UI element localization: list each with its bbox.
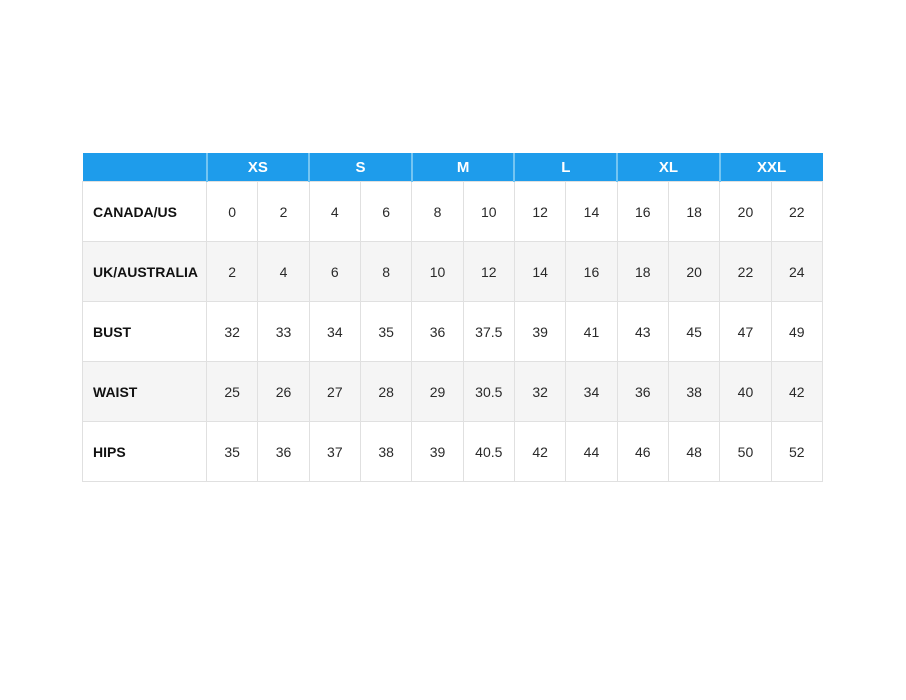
- value-cell: 12: [462, 241, 515, 302]
- value-cell: 37: [308, 421, 361, 482]
- value-cell: 33: [257, 301, 310, 362]
- value-cell: 4: [257, 241, 310, 302]
- value-cell: 12: [513, 181, 567, 242]
- table-row-hips: HIPS 35 36 37 38 39 40.5 42 44 46 48 50 52: [82, 421, 824, 482]
- value-cell: 45: [667, 301, 721, 362]
- table-row-uk-australia: UK/AUSTRALIA 2 4 6 8 10 12 14 16 18 20 22 24: [82, 241, 824, 302]
- size-chart-table: XS S M L XL XXL CANADA/US 0 2 4 6 8 10 12 14 16 18 20 22 U…: [82, 153, 824, 482]
- value-cell: 4: [308, 181, 361, 242]
- value-cell: 20: [719, 181, 772, 242]
- value-cell: 50: [719, 421, 772, 482]
- row-label-uk-australia: UK/AUSTRALIA: [82, 241, 207, 302]
- size-header-m: M: [410, 153, 515, 182]
- value-cell: 18: [667, 181, 721, 242]
- value-cell: 34: [565, 361, 618, 422]
- value-cell: 2: [257, 181, 310, 242]
- row-label-waist: WAIST: [82, 361, 207, 422]
- value-cell: 41: [565, 301, 618, 362]
- value-cell: 36: [411, 301, 464, 362]
- value-cell: 30.5: [462, 361, 515, 422]
- value-cell: 14: [565, 181, 618, 242]
- table-row-bust: BUST 32 33 34 35 36 37.5 39 41 43 45 47 49: [82, 301, 824, 362]
- size-header-s: S: [308, 153, 412, 182]
- value-cell: 2: [205, 241, 259, 302]
- value-cell: 0: [205, 181, 259, 242]
- size-chart-body: CANADA/US 0 2 4 6 8 10 12 14 16 18 20 22 UK/AUSTRALIA…: [82, 181, 824, 482]
- value-cell: 18: [616, 241, 669, 302]
- value-cell: 42: [770, 361, 824, 422]
- size-chart-head: XS S M L XL XXL: [82, 153, 823, 182]
- value-cell: 38: [667, 361, 721, 422]
- value-cell: 25: [205, 361, 259, 422]
- value-cell: 16: [616, 181, 669, 242]
- value-cell: 24: [770, 241, 824, 302]
- value-cell: 14: [513, 241, 567, 302]
- value-cell: 32: [205, 301, 259, 362]
- value-cell: 6: [308, 241, 361, 302]
- header-corner-cell: [82, 153, 207, 182]
- value-cell: 39: [411, 421, 464, 482]
- value-cell: 22: [719, 241, 772, 302]
- value-cell: 52: [770, 421, 824, 482]
- value-cell: 36: [616, 361, 669, 422]
- row-label-hips: HIPS: [82, 421, 207, 482]
- size-header-xs: XS: [205, 153, 310, 182]
- value-cell: 38: [359, 421, 413, 482]
- value-cell: 32: [513, 361, 567, 422]
- value-cell: 40: [719, 361, 772, 422]
- value-cell: 6: [359, 181, 413, 242]
- value-cell: 10: [462, 181, 515, 242]
- value-cell: 28: [359, 361, 413, 422]
- value-cell: 46: [616, 421, 669, 482]
- value-cell: 8: [411, 181, 464, 242]
- value-cell: 27: [308, 361, 361, 422]
- value-cell: 42: [513, 421, 567, 482]
- row-label-bust: BUST: [82, 301, 207, 362]
- size-header-row: XS S M L XL XXL: [82, 153, 823, 182]
- value-cell: 47: [719, 301, 772, 362]
- value-cell: 34: [308, 301, 361, 362]
- value-cell: 35: [205, 421, 259, 482]
- value-cell: 8: [359, 241, 413, 302]
- size-header-xxl: XXL: [718, 153, 823, 182]
- table-row-waist: WAIST 25 26 27 28 29 30.5 32 34 36 38 40 42: [82, 361, 824, 422]
- size-chart: XS S M L XL XXL CANADA/US 0 2 4 6 8 10 12 14 16 18 20 22 U…: [82, 153, 824, 482]
- value-cell: 40.5: [462, 421, 515, 482]
- value-cell: 35: [359, 301, 413, 362]
- value-cell: 29: [411, 361, 464, 422]
- value-cell: 49: [770, 301, 824, 362]
- value-cell: 10: [411, 241, 464, 302]
- size-header-xl: XL: [616, 153, 720, 182]
- value-cell: 44: [565, 421, 618, 482]
- value-cell: 22: [770, 181, 824, 242]
- value-cell: 43: [616, 301, 669, 362]
- value-cell: 39: [513, 301, 567, 362]
- value-cell: 36: [257, 421, 310, 482]
- value-cell: 26: [257, 361, 310, 422]
- row-label-canada-us: CANADA/US: [82, 181, 207, 242]
- size-header-l: L: [513, 153, 618, 182]
- table-row-canada-us: CANADA/US 0 2 4 6 8 10 12 14 16 18 20 22: [82, 181, 824, 242]
- value-cell: 20: [667, 241, 721, 302]
- value-cell: 16: [565, 241, 618, 302]
- value-cell: 37.5: [462, 301, 515, 362]
- value-cell: 48: [667, 421, 721, 482]
